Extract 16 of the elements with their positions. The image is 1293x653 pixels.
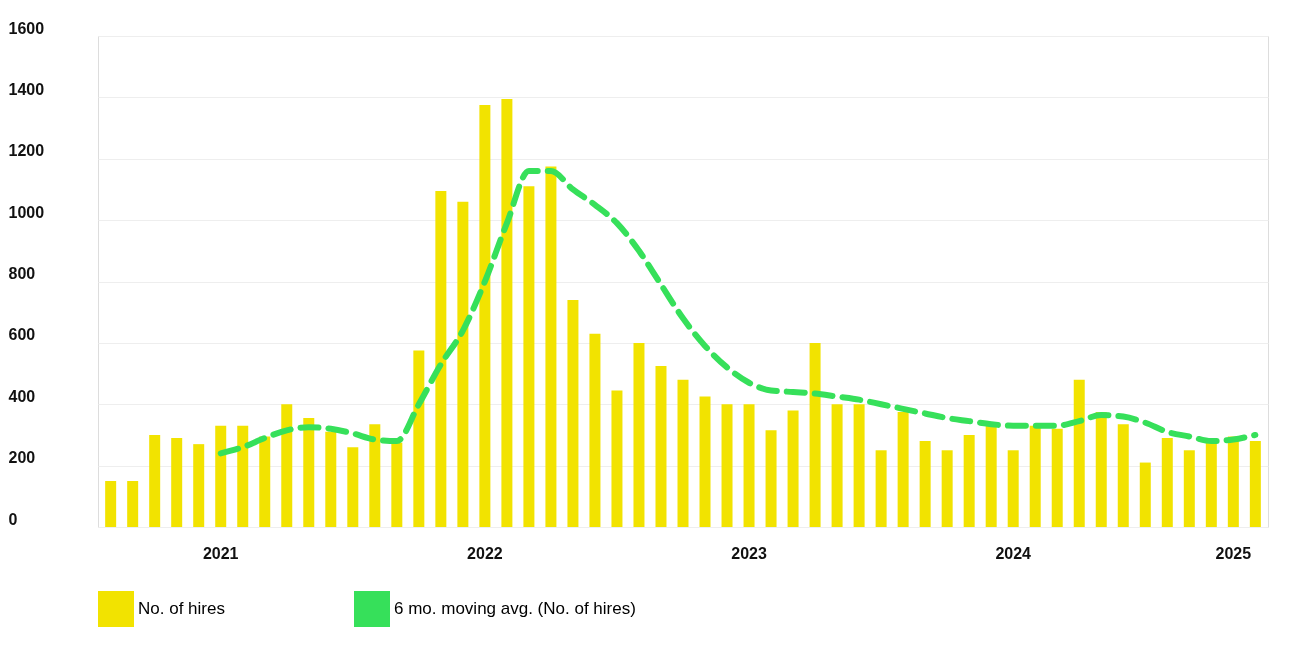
y-tick-label: 0 <box>8 510 18 528</box>
legend-label: No. of hires <box>138 599 225 618</box>
y-tick-label: 1600 <box>8 19 45 37</box>
x-tick-label: 2023 <box>731 544 767 562</box>
x-tick-label: 2021 <box>202 544 239 562</box>
y-tick-label: 600 <box>8 326 36 344</box>
x-tick-label: 2024 <box>995 544 1032 562</box>
y-tick-label: 1200 <box>8 142 45 160</box>
x-tick-label: 2025 <box>1215 544 1252 562</box>
y-tick-label: 200 <box>8 449 36 467</box>
y-tick-label: 400 <box>8 387 36 405</box>
legend-label: 6 mo. moving avg. (No. of hires) <box>394 599 636 618</box>
y-tick-label: 1400 <box>8 80 45 98</box>
x-tick-label: 2022 <box>467 544 503 562</box>
y-tick-label: 800 <box>8 265 36 282</box>
y-tick-label: 1000 <box>8 203 45 221</box>
